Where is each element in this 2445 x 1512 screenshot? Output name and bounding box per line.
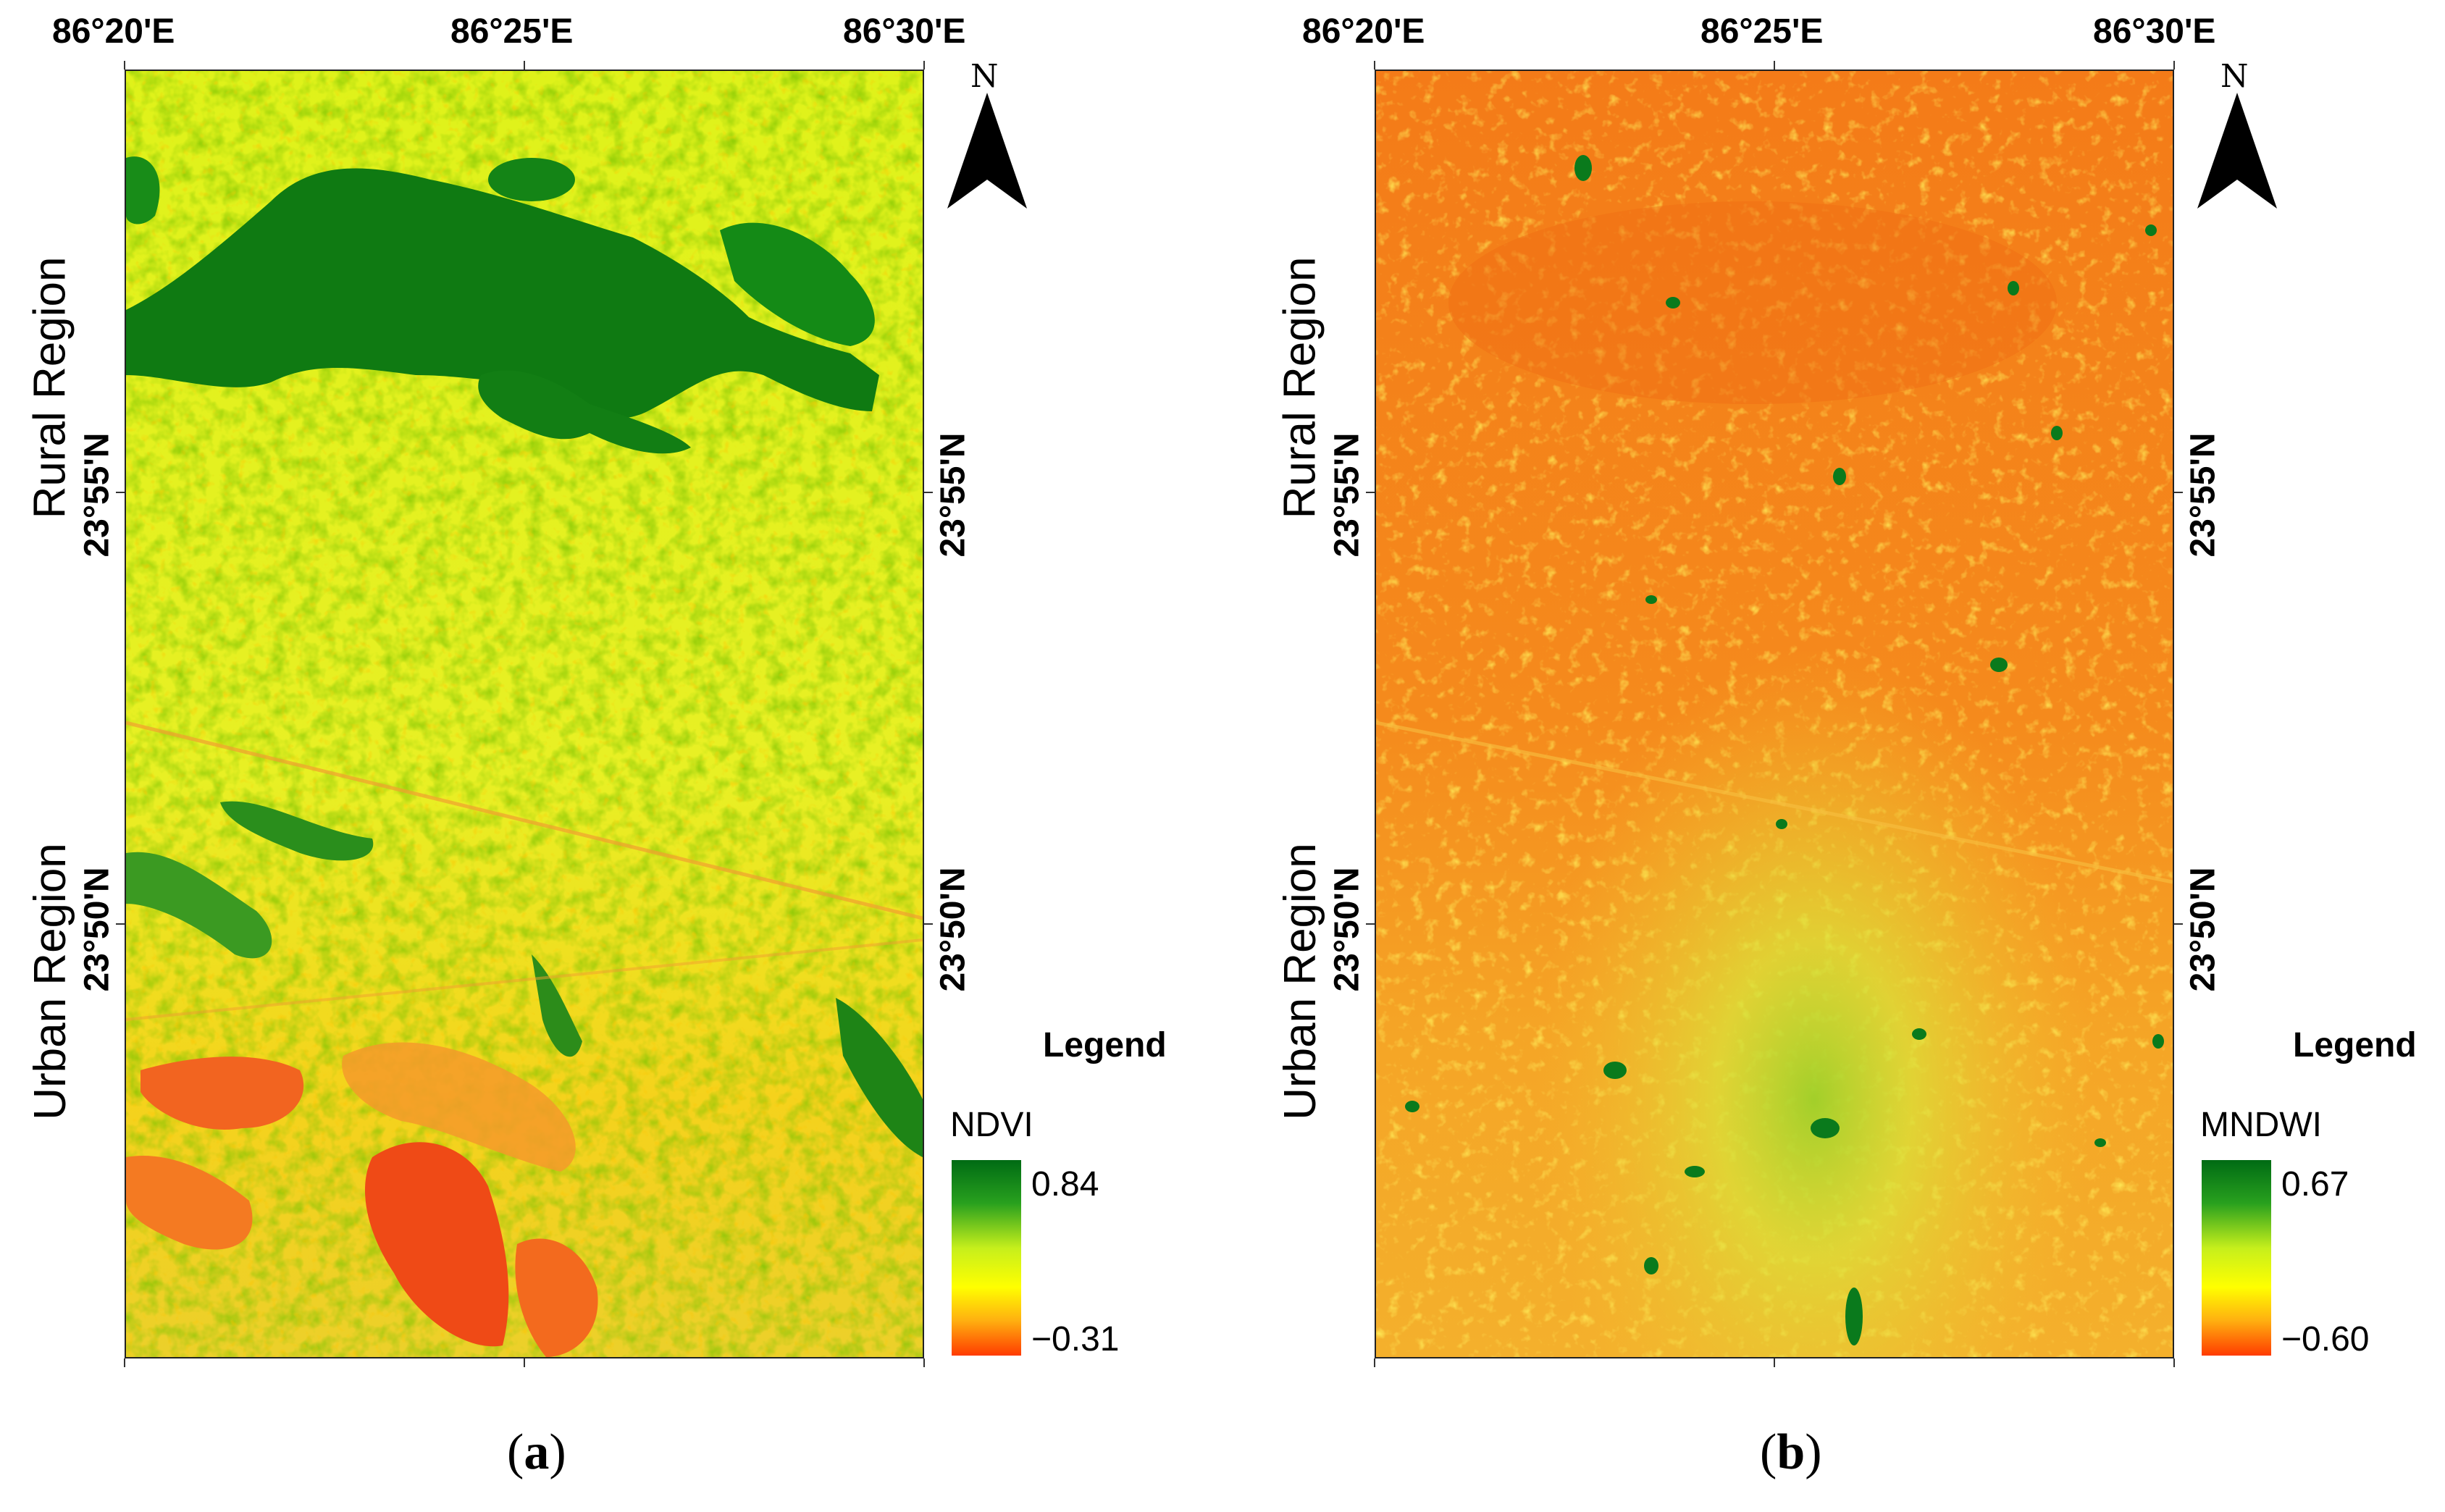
north-arrow-icon [947,93,1027,209]
urban-bare-area-south-west [126,1156,253,1250]
panel-a-ndvi-map: 86°20'E 86°25'E 86°30'E [0,0,1222,1512]
forest-patch-ridge [478,370,691,454]
lon-label-top-center: 86°25'E [450,12,574,51]
vegetation-patch-stream [532,954,582,1057]
lon-label-top-left: 86°20'E [52,12,175,51]
water-bodies [1405,155,2164,1345]
legend-min-value: −0.31 [1031,1320,1120,1358]
urban-bare-area-center [365,1142,509,1347]
legend-max-value: 0.67 [2281,1165,2349,1204]
road-line [1376,721,2173,884]
urban-settlement [342,1042,576,1172]
mndwi-urban-glow [1376,71,2173,1357]
legend-min-value: −0.60 [2281,1320,2370,1358]
lon-label-top-center: 86°25'E [1700,12,1824,51]
lat-label-left-bottom: 23°50'N [77,867,117,992]
ndvi-raster [125,70,924,1358]
lat-label-right-top: 23°55'N [2184,432,2223,558]
lon-label-top-right: 86°30'E [2093,12,2216,51]
forest-patch-north [126,168,879,419]
figure-caption-a: (a) [507,1424,566,1480]
region-label-urban: Urban Region [25,843,75,1120]
lat-label-right-bottom: 23°50'N [934,867,973,992]
legend-title: Legend [1043,1026,1167,1064]
mndwi-raster [1375,70,2174,1358]
lat-label-right-bottom: 23°50'N [2184,867,2223,992]
region-label-rural: Rural Region [25,256,75,519]
panel-b-mndwi-map: 86°20'E 86°25'E 86°30'E [1250,0,2445,1512]
legend-variable-name: NDVI [950,1106,1033,1144]
region-label-rural: Rural Region [1275,256,1325,519]
vegetation-patch-east [836,998,923,1157]
legend-color-ramp [952,1160,1021,1356]
forest-patch-top [488,158,575,201]
lon-label-top-right: 86°30'E [843,12,966,51]
legend-variable-name: MNDWI [2200,1106,2322,1144]
road-line [126,721,923,920]
vegetation-patch-mid-west [220,801,374,861]
forest-patch-north-east [720,222,875,346]
figure-caption-b: (b) [1760,1424,1822,1480]
vegetation-patch-west [126,852,272,959]
forest-patch-north-west [126,156,160,224]
north-arrow-icon [2197,93,2277,209]
north-letter: N [2220,58,2249,95]
legend-max-value: 0.84 [1031,1165,1099,1204]
lat-label-left-bottom: 23°50'N [1328,867,1367,992]
lat-label-left-top: 23°55'N [1328,432,1367,558]
legend-title: Legend [2293,1026,2417,1064]
north-letter: N [970,58,999,95]
region-label-urban: Urban Region [1275,843,1325,1120]
lat-label-left-top: 23°55'N [77,432,117,558]
lon-label-top-left: 86°20'E [1302,12,1425,51]
legend-color-ramp [2202,1160,2271,1356]
urban-bare-area-west [141,1057,304,1130]
lat-label-right-top: 23°55'N [934,432,973,558]
road-line-2 [126,938,923,1021]
urban-bare-area-south [515,1238,598,1357]
